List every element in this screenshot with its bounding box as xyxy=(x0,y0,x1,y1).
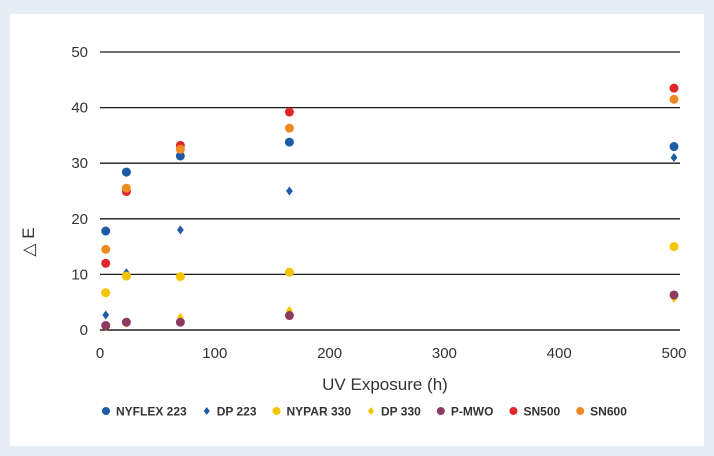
y-tick-label: 20 xyxy=(71,211,88,228)
data-point xyxy=(101,244,111,254)
data-point xyxy=(175,317,185,327)
series-nypar-330 xyxy=(101,242,679,298)
data-point xyxy=(175,272,185,282)
y-tick-label: 50 xyxy=(71,44,88,61)
y-tick-label: 30 xyxy=(71,155,88,172)
data-points xyxy=(101,83,679,332)
legend-label: DP 330 xyxy=(381,405,421,419)
legend-item: DP 223 xyxy=(203,405,257,419)
data-point xyxy=(284,267,294,277)
legend-marker xyxy=(509,407,518,415)
data-point xyxy=(121,317,131,327)
data-point xyxy=(101,258,111,268)
x-tick-label: 100 xyxy=(202,345,227,362)
data-point xyxy=(175,151,185,161)
y-axis-title: △ E xyxy=(19,227,38,256)
legend-marker xyxy=(203,407,210,415)
legend-item: DP 330 xyxy=(368,405,421,419)
legend-label: SN500 xyxy=(523,405,560,419)
legend-item: NYPAR 330 xyxy=(272,405,352,419)
legend-item: SN600 xyxy=(576,405,627,419)
legend-label: NYPAR 330 xyxy=(287,405,352,419)
data-point xyxy=(669,290,679,300)
data-point xyxy=(284,123,294,133)
legend-label: DP 223 xyxy=(217,405,257,419)
data-point xyxy=(121,183,131,193)
series-dp-223 xyxy=(102,153,678,320)
data-point xyxy=(101,288,111,298)
legend-marker xyxy=(272,407,281,415)
data-point xyxy=(284,137,294,147)
data-point xyxy=(102,310,110,320)
data-point xyxy=(669,94,679,104)
legend-marker xyxy=(576,407,585,415)
x-tick-labels: 0 100 200 300 400 500 xyxy=(96,345,687,362)
grid-lines xyxy=(100,51,680,331)
data-point xyxy=(101,321,111,331)
data-point xyxy=(121,167,131,177)
x-tick-label: 300 xyxy=(432,345,457,362)
legend-label: SN600 xyxy=(590,405,627,419)
series-p-mwo xyxy=(101,290,679,331)
data-point xyxy=(670,153,678,163)
x-axis-title: UV Exposure (h) xyxy=(322,375,448,394)
legend-item: NYFLEX 223 xyxy=(102,405,187,419)
legend-item: P-MWO xyxy=(436,405,494,419)
x-tick-label: 0 xyxy=(96,345,104,362)
legend-marker xyxy=(368,407,374,415)
data-point xyxy=(175,144,185,154)
legend-label: NYFLEX 223 xyxy=(116,405,187,419)
series-sn500 xyxy=(101,83,679,268)
data-point xyxy=(286,186,293,196)
legend-marker xyxy=(102,407,110,415)
legend: NYFLEX 223 DP 223 NYPAR 330 DP 330 P-MWO SN50… xyxy=(102,405,627,419)
data-point xyxy=(284,107,294,117)
data-point xyxy=(284,311,294,321)
data-point xyxy=(121,271,131,281)
y-tick-labels: 0 10 20 30 40 50 xyxy=(71,44,88,339)
chart-panel: 0 10 20 30 40 50 0 100 200 300 400 500 △ E UV Expo… xyxy=(10,14,704,446)
series-sn600 xyxy=(101,94,679,254)
data-point xyxy=(669,142,679,152)
x-tick-label: 400 xyxy=(547,345,572,362)
series-dp-330 xyxy=(102,293,678,332)
x-tick-label: 500 xyxy=(661,345,686,362)
legend-marker xyxy=(436,407,445,415)
data-point xyxy=(101,226,111,236)
legend-label: P-MWO xyxy=(451,405,494,419)
y-tick-label: 10 xyxy=(71,266,88,283)
y-tick-label: 0 xyxy=(80,322,88,339)
data-point xyxy=(176,225,184,235)
series-nyflex-223 xyxy=(101,137,679,236)
y-tick-label: 40 xyxy=(71,100,88,117)
legend-item: SN500 xyxy=(509,405,560,419)
scatter-chart: 0 10 20 30 40 50 0 100 200 300 400 500 △ E UV Expo… xyxy=(19,44,687,419)
data-point xyxy=(669,242,679,252)
x-tick-label: 200 xyxy=(317,345,342,362)
data-point xyxy=(669,83,679,93)
